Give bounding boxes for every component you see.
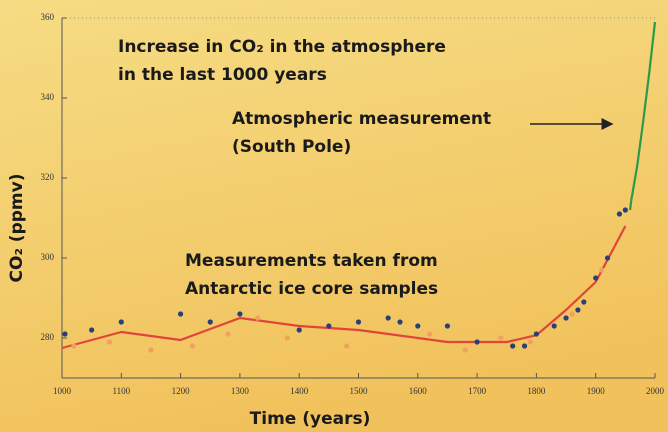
x-tick-label: 1100 (112, 386, 130, 396)
y-tick-label: 280 (41, 332, 55, 342)
data-point (385, 315, 391, 321)
x-tick-label: 1800 (527, 386, 546, 396)
data-point (498, 335, 504, 341)
y-axis-label: CO₂ (ppmv) (7, 174, 27, 283)
x-tick-label: 1500 (350, 386, 369, 396)
data-point (284, 335, 290, 341)
data-point (237, 311, 243, 317)
data-point (427, 331, 433, 337)
x-tick-label: 2000 (646, 386, 665, 396)
data-point (569, 311, 575, 317)
data-point (296, 327, 302, 333)
data-point (118, 319, 124, 325)
data-point (207, 319, 213, 325)
x-tick-label: 1600 (409, 386, 428, 396)
data-point (593, 275, 599, 281)
data-point (462, 347, 468, 353)
data-point (326, 323, 332, 329)
y-tick-label: 320 (41, 172, 55, 182)
data-point (599, 267, 605, 273)
x-tick-label: 1400 (290, 386, 309, 396)
chart-title: Increase in CO₂ in the atmosphere (118, 37, 446, 57)
chart-title: in the last 1000 years (118, 65, 327, 85)
data-point (344, 343, 350, 349)
data-point (148, 347, 154, 353)
data-point (551, 323, 557, 329)
data-point (255, 315, 261, 321)
data-point (604, 255, 611, 261)
x-tick-label: 1000 (53, 386, 72, 396)
annotation: (South Pole) (232, 137, 351, 157)
data-point (510, 343, 516, 349)
data-point (415, 323, 421, 329)
data-point (225, 331, 231, 337)
annotation: Antarctic ice core samples (185, 279, 438, 299)
plot-area: 1000 1100 1200 1300 1400 1500 1600 1700 1800 1900… (41, 12, 665, 396)
x-tick-label: 1900 (587, 386, 606, 396)
data-point (444, 323, 451, 329)
annotation: Measurements taken from (185, 251, 438, 271)
y-tick-label: 340 (41, 92, 55, 102)
data-point (355, 319, 362, 325)
data-point (563, 315, 569, 321)
data-point (474, 339, 480, 345)
data-point (616, 211, 623, 217)
data-point (622, 207, 628, 213)
data-point (521, 343, 528, 349)
data-line (61, 225, 627, 350)
y-tick-label: 360 (41, 12, 55, 22)
data-point (575, 307, 581, 313)
data-point (62, 331, 68, 337)
annotation: Atmospheric measurement (232, 109, 491, 129)
x-tick-label: 1200 (172, 386, 191, 396)
data-point (71, 343, 77, 349)
data-point (527, 339, 534, 345)
x-tick-label: 1300 (231, 386, 250, 396)
data-point (106, 339, 113, 345)
y-tick-label: 300 (41, 252, 55, 262)
data-point (581, 299, 587, 305)
data-point (89, 327, 95, 333)
data-point (178, 311, 184, 317)
x-axis-label: Time (years) (250, 409, 371, 429)
data-line (629, 21, 657, 211)
data-point (533, 331, 540, 337)
data-point (189, 343, 196, 349)
x-tick-label: 1700 (468, 386, 487, 396)
data-point (397, 319, 403, 325)
